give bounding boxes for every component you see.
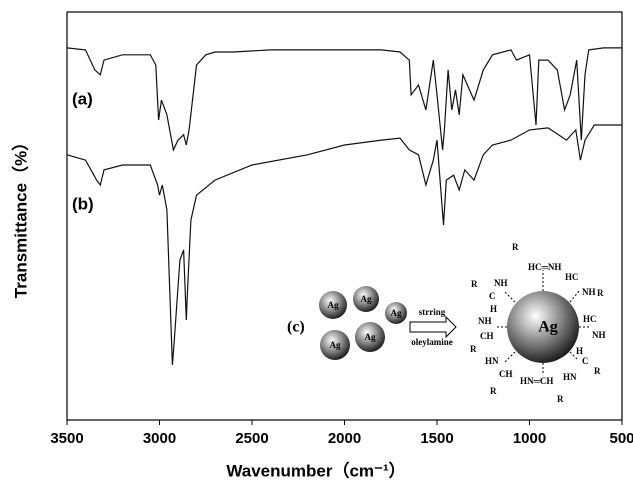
ligand: HC═NH (528, 262, 561, 272)
x-tick-label: 500 (609, 430, 633, 447)
ligand: HN (485, 356, 499, 366)
x-tick-label: 1000 (513, 430, 546, 447)
particle-label: Ag (365, 332, 376, 342)
ligand: R (490, 386, 497, 396)
x-tick-label: 3000 (143, 430, 176, 447)
ligand: H (576, 346, 583, 356)
particle (385, 302, 407, 324)
particle (320, 330, 350, 360)
x-tick-label: 2000 (328, 430, 361, 447)
ligand: NH (592, 330, 606, 340)
x-tick-label: 2500 (235, 430, 268, 447)
particle (353, 286, 379, 312)
ligand: R (471, 279, 478, 289)
y-axis-label: Transmittance（%） (10, 134, 30, 298)
x-axis-label: Wavenumber（cm⁻¹） (226, 460, 405, 480)
ligand: HN═CH (520, 376, 553, 386)
ligand: R (470, 344, 477, 354)
ligand: NH (494, 278, 508, 288)
particle (319, 291, 347, 319)
particle-label: Ag (391, 308, 402, 318)
particle-label: Ag (330, 340, 341, 350)
arrow-top-label: strring (419, 307, 446, 317)
ligand: R (594, 366, 601, 376)
ligand: HC (583, 314, 597, 324)
ligand: R (557, 394, 564, 404)
ligand: C (582, 356, 589, 366)
bonds (495, 270, 590, 375)
series-label: (a) (72, 89, 93, 108)
ligand: C (489, 291, 496, 301)
inset-label: (c) (287, 319, 305, 336)
spectrum-line (66, 47, 622, 152)
ligand: HC (565, 272, 579, 282)
series-label: (b) (72, 194, 94, 213)
ligand: NH (582, 287, 596, 297)
ligand: R (597, 288, 604, 298)
core-label: Ag (538, 319, 558, 336)
ligand: H (490, 304, 497, 314)
ligand: CH (499, 369, 513, 379)
x-tick-label: 3500 (50, 430, 83, 447)
arrow (409, 315, 457, 339)
ligand: R (512, 242, 519, 252)
particle-label: Ag (328, 300, 339, 310)
ligand: CH (480, 331, 494, 341)
ligand: NH (478, 316, 492, 326)
core-particle (507, 291, 579, 363)
spectrum-line (66, 124, 622, 365)
particle-label: Ag (361, 294, 372, 304)
arrow-bottom-label: oleylamine (411, 337, 453, 347)
inset: (c) Ag Ag Ag Ag Ag strring oleylamine Ag… (287, 242, 606, 404)
ligand: HN (563, 372, 577, 382)
particle (355, 322, 385, 352)
x-tick-label: 1500 (420, 430, 453, 447)
